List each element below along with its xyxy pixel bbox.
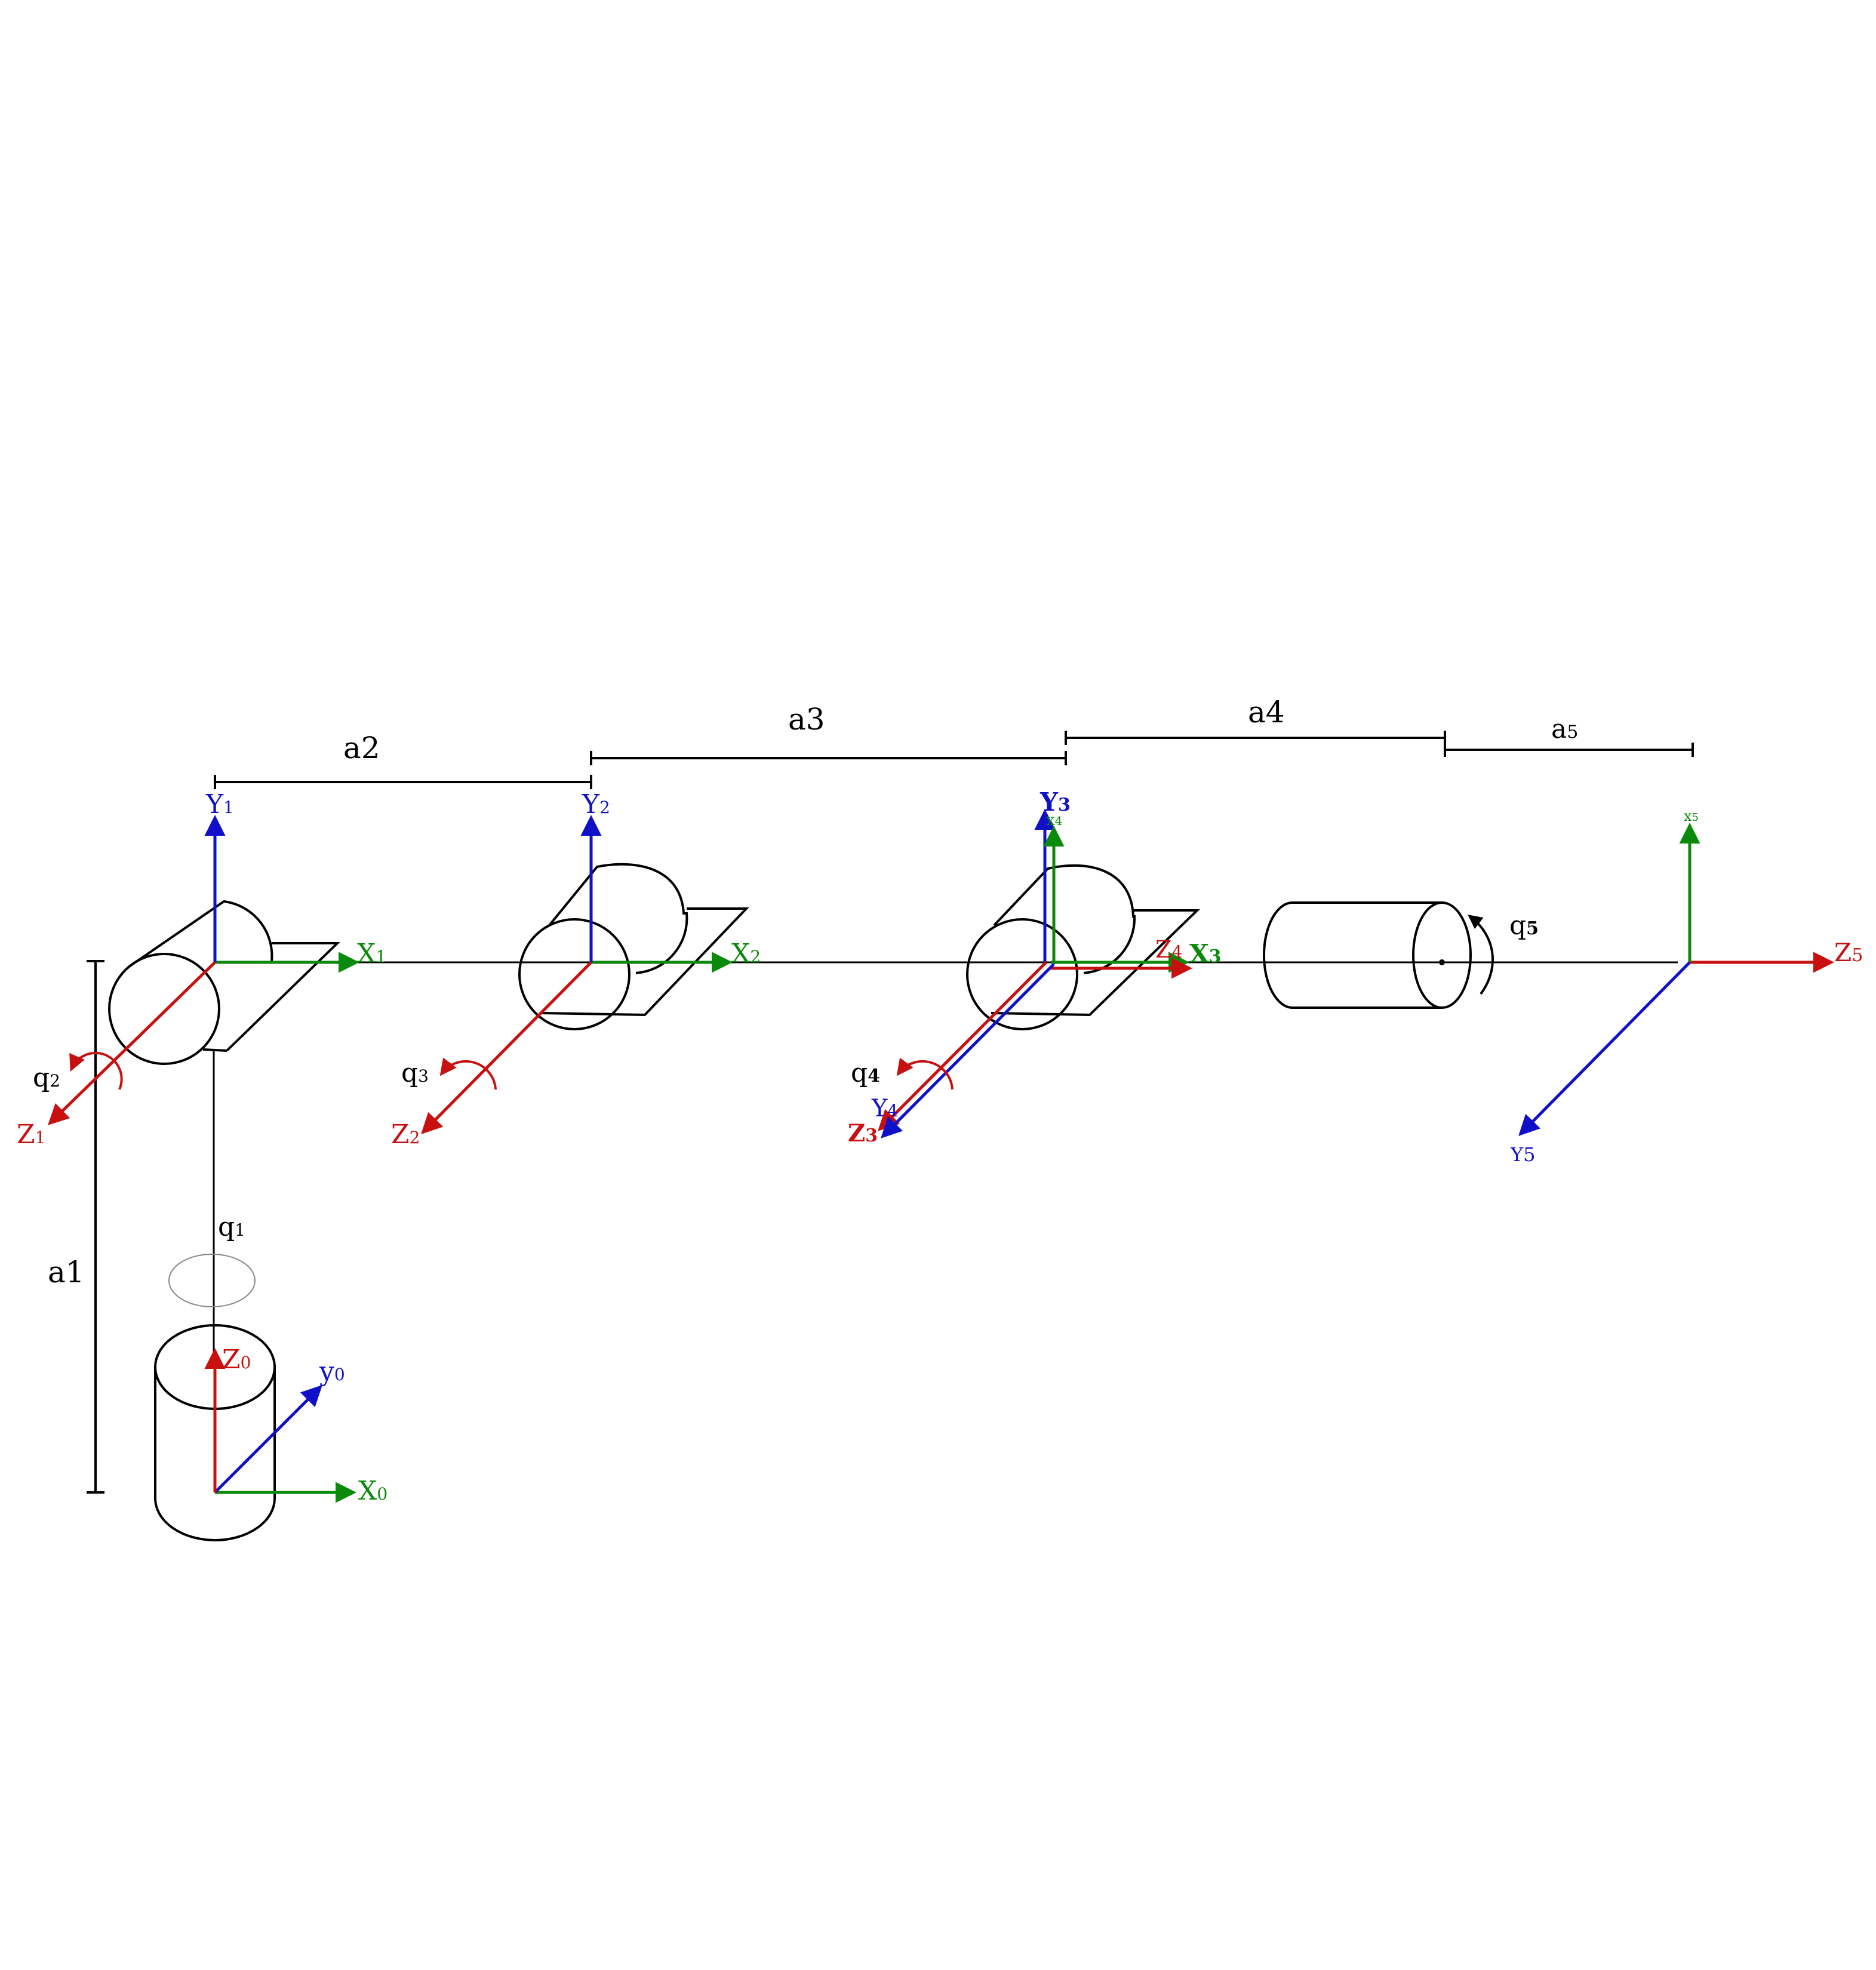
frame-2-z-label: Z2: [391, 1119, 420, 1150]
dimension-a3-label: a3: [788, 702, 825, 737]
joint-2-body: [518, 863, 749, 1030]
frame-2-x-label: X2: [731, 938, 761, 969]
frame-0-x-label: X0: [358, 1476, 387, 1506]
frame-4-z-label: Z4: [1155, 936, 1183, 964]
joint-5-cylinder: [1263, 901, 1472, 1009]
dimension-a4: a4: [1065, 695, 1446, 745]
joint-1-body: [108, 900, 340, 1065]
frame-3-y-label: Y3: [1040, 787, 1071, 817]
joint-q1-rotation: q1: [168, 1212, 256, 1307]
dimension-a1-label: a1: [48, 1255, 85, 1289]
frame-0-z-label: Z0: [222, 1344, 251, 1375]
frame-3-x-label: X3: [1189, 939, 1221, 968]
frame-0: X0 y0 Z0: [204, 1344, 387, 1506]
joint-q4-rotation: q4: [851, 1057, 954, 1090]
dimension-a4-label: a4: [1248, 695, 1285, 729]
dimension-a2-label: a2: [343, 731, 380, 765]
frame-1: X1 Y1 Z1: [17, 789, 386, 1150]
joint-q4-label: q4: [851, 1058, 880, 1088]
joint-q2-label: q2: [33, 1063, 60, 1093]
frame-5: Z5 x5 Y5: [1510, 808, 1863, 1166]
frame-2: X2 Y2 Z2: [391, 789, 761, 1150]
frame-1-x-label: X1: [357, 938, 386, 969]
frame-2-y-label: Y2: [582, 789, 610, 820]
joint-q3-rotation: q3: [401, 1057, 497, 1090]
link-lines: [213, 961, 1678, 1358]
frame-0-y-label: y0: [319, 1356, 345, 1387]
dimension-a5-label: a5: [1551, 714, 1578, 744]
frame-5-y-label: Y5: [1510, 1143, 1535, 1166]
frame-4-y-label: Y4: [871, 1095, 898, 1122]
joint-q5-label: q5: [1509, 910, 1539, 941]
dimension-a2: a2: [214, 731, 592, 789]
frame-5-x-label: x5: [1684, 808, 1699, 824]
joint-q2-rotation: q2: [33, 1051, 123, 1093]
frame-4: x4 Z4 Y4: [871, 811, 1192, 1138]
dimension-a5: a5: [1444, 714, 1694, 757]
joint-q3-label: q3: [401, 1058, 429, 1088]
frame-3-z-label: Z3: [848, 1119, 878, 1147]
frame-4-x-label: x4: [1046, 811, 1062, 829]
frame-3: X3 Y3 Z3: [848, 787, 1221, 1147]
joint-q1-label: q1: [218, 1212, 245, 1242]
frame-1-z-label: Z1: [17, 1119, 45, 1150]
joint-q5-rotation: q5: [1468, 910, 1539, 995]
dimension-a3: a3: [590, 702, 1067, 765]
frame-1-y-label: Y1: [205, 789, 234, 820]
frame-5-z-label: Z5: [1834, 938, 1863, 967]
dimension-a1: a1: [48, 960, 104, 1494]
